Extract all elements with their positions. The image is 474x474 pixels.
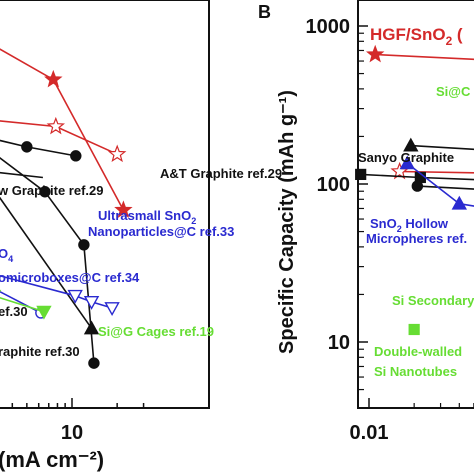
panel-a-data-point [21,141,33,153]
panel-b-annotation: Si Secondary S [392,293,474,308]
panel-b-annotation: Si Nanotubes [374,364,457,379]
panel-b-y-tick-label: 100 [317,174,350,196]
panel-a-series-line [0,171,43,179]
panel-b-data-point [399,155,415,170]
panel-a-annotation: w Graphite ref.29 [0,183,103,198]
panel-a-annotation: raphite ref.30 [0,344,80,359]
panel-b-data-point [355,168,367,181]
panel-b-y-axis-label: Specific Capacity (mAh g⁻¹) [276,90,298,354]
panel-b-series-line [410,144,474,151]
panel-a-data-point [46,116,66,135]
panel-a-data-point [44,69,63,88]
panel-b-data-point [403,137,419,152]
panel-b-x-tick-label: 0.01 [350,422,389,444]
panel-a-series-1 [0,116,127,163]
panel-a-data-point [88,357,100,369]
panel-b-annotation: Micropheres ref. [366,231,467,246]
panel-a-data-point [107,144,127,163]
panel-a-series [0,48,133,369]
panel-b-annotation: SnO2 Hollow [370,216,449,234]
panel-b-data-point [451,195,467,210]
panel-a-annotation: Ultrasmall SnO2 [98,208,196,226]
panel-b-annotations: HGF/SnO2 ( Si@C Sanyo Graphite SnO2 HollowM… [358,25,474,379]
panel-b-series-0 [365,44,474,63]
panel-a-series-0 [0,48,133,218]
panel-b-y-tick-label: 1000 [306,16,351,38]
panel-b-data-point [411,180,424,192]
panel-b-annotation: HGF/SnO2 ( [370,25,463,48]
panel-a-data-point [39,186,51,198]
panel-a-series-5 [0,196,100,335]
panel-b-plot-frame [357,0,474,409]
panel-b-series-6 [408,323,420,336]
panel-a-plot-frame [0,0,210,409]
panel-a-series-8 [0,289,52,320]
panel-a-series-6 [0,274,120,316]
panel-a-x-ticks [11,398,145,408]
panel-a-annotations: A&T Graphite ref.29 w Graphite ref.29 Ultr… [0,166,282,359]
panel-a-series-line [0,274,113,309]
panel-b-series-3 [411,180,474,192]
panel-a-series-line [0,139,76,157]
panel-b: B Specific Capacity (mAh g⁻¹) 10 100 1000 0… [258,0,474,444]
panel-a-series-2 [0,139,82,162]
panel-a-annotation: Si@G Cages ref.19 [98,324,214,339]
panel-a-data-point [83,296,100,310]
panel-a-series-4 [0,171,43,179]
panel-a-annotation: Nanoparticles@C ref.33 [88,224,234,239]
panel-a-x-axis-label: (mA cm⁻²) [0,447,104,472]
panel-b-annotation: Double-walled [374,344,462,359]
panel-a-data-point [114,200,133,218]
panel-b-annotation: Si@C [436,84,471,99]
panel-a-series-3 [0,157,100,369]
panel-a-data-point [70,150,82,162]
panel-a-series-line [0,120,118,155]
panel-a-series-line [0,48,125,211]
panel-b-series [355,44,474,336]
panel-a-data-point [78,239,90,251]
panel-b-data-point [408,323,420,336]
panel-a-x-tick-label: 10 [61,422,83,444]
panel-b-annotation: Sanyo Graphite [358,150,454,165]
panel-b-data-point [365,44,385,63]
panel-a-series-line [0,196,93,329]
panel-a-series-line [0,296,45,313]
panel-b-y-tick-label: 10 [328,332,350,354]
panel-b-series-5 [399,155,474,210]
panel-a-annotation: omicroboxes@C ref.34 [0,270,140,285]
panel-a-data-point [83,320,100,335]
panel-b-series-4 [403,137,474,152]
panel-b-series-line [417,185,474,190]
panel-a-data-point [104,302,120,316]
panel-a-annotation: A&T Graphite ref.29 [160,166,282,181]
panel-a: 10 (mA cm⁻²) A&T Graphite ref.29 w Graphi… [0,0,282,472]
panel-a-annotation: O4 [0,246,14,264]
panel-a-data-point [36,305,52,320]
panel-a-data-point [67,289,83,304]
panel-b-label: B [258,2,271,22]
panel-a-annotation: ef.30 [0,304,28,319]
panel-b-series-line [375,53,474,61]
panel-b-series-line [399,170,474,174]
